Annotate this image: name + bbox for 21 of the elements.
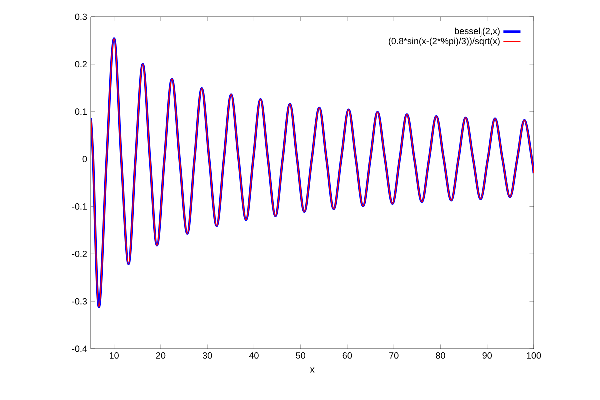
x-tick-label: 20 xyxy=(156,352,166,359)
x-tick-label: 30 xyxy=(202,352,212,359)
x-tick-label: 80 xyxy=(436,352,446,359)
y-tick-label: -0.1 xyxy=(72,204,88,210)
x-axis-title: x xyxy=(310,368,315,373)
x-tick-label: 60 xyxy=(342,352,352,359)
y-tick-label: 0.3 xyxy=(75,14,88,20)
y-tick-label: -0.3 xyxy=(72,298,88,305)
x-tick-label: 50 xyxy=(296,352,306,359)
legend-label: (0.8*sin(x-(2*%pi)/3))/sqrt(x) xyxy=(389,38,500,46)
y-tick-label: -0.4 xyxy=(72,346,88,352)
y-tick-label: -0.2 xyxy=(72,250,88,258)
x-tick-label: 10 xyxy=(110,352,119,359)
x-tick-label: 90 xyxy=(482,352,492,359)
x-tick-label: 70 xyxy=(390,352,399,359)
y-tick-label: 0 xyxy=(82,156,88,162)
y-tick-label: 0.1 xyxy=(75,108,88,116)
legend-label: bessel$_{j}$(2,x) xyxy=(455,28,500,37)
x-tick-label: 100 xyxy=(527,352,542,359)
y-tick-label: 0.2 xyxy=(75,61,88,68)
x-tick-label: 40 xyxy=(249,352,259,359)
